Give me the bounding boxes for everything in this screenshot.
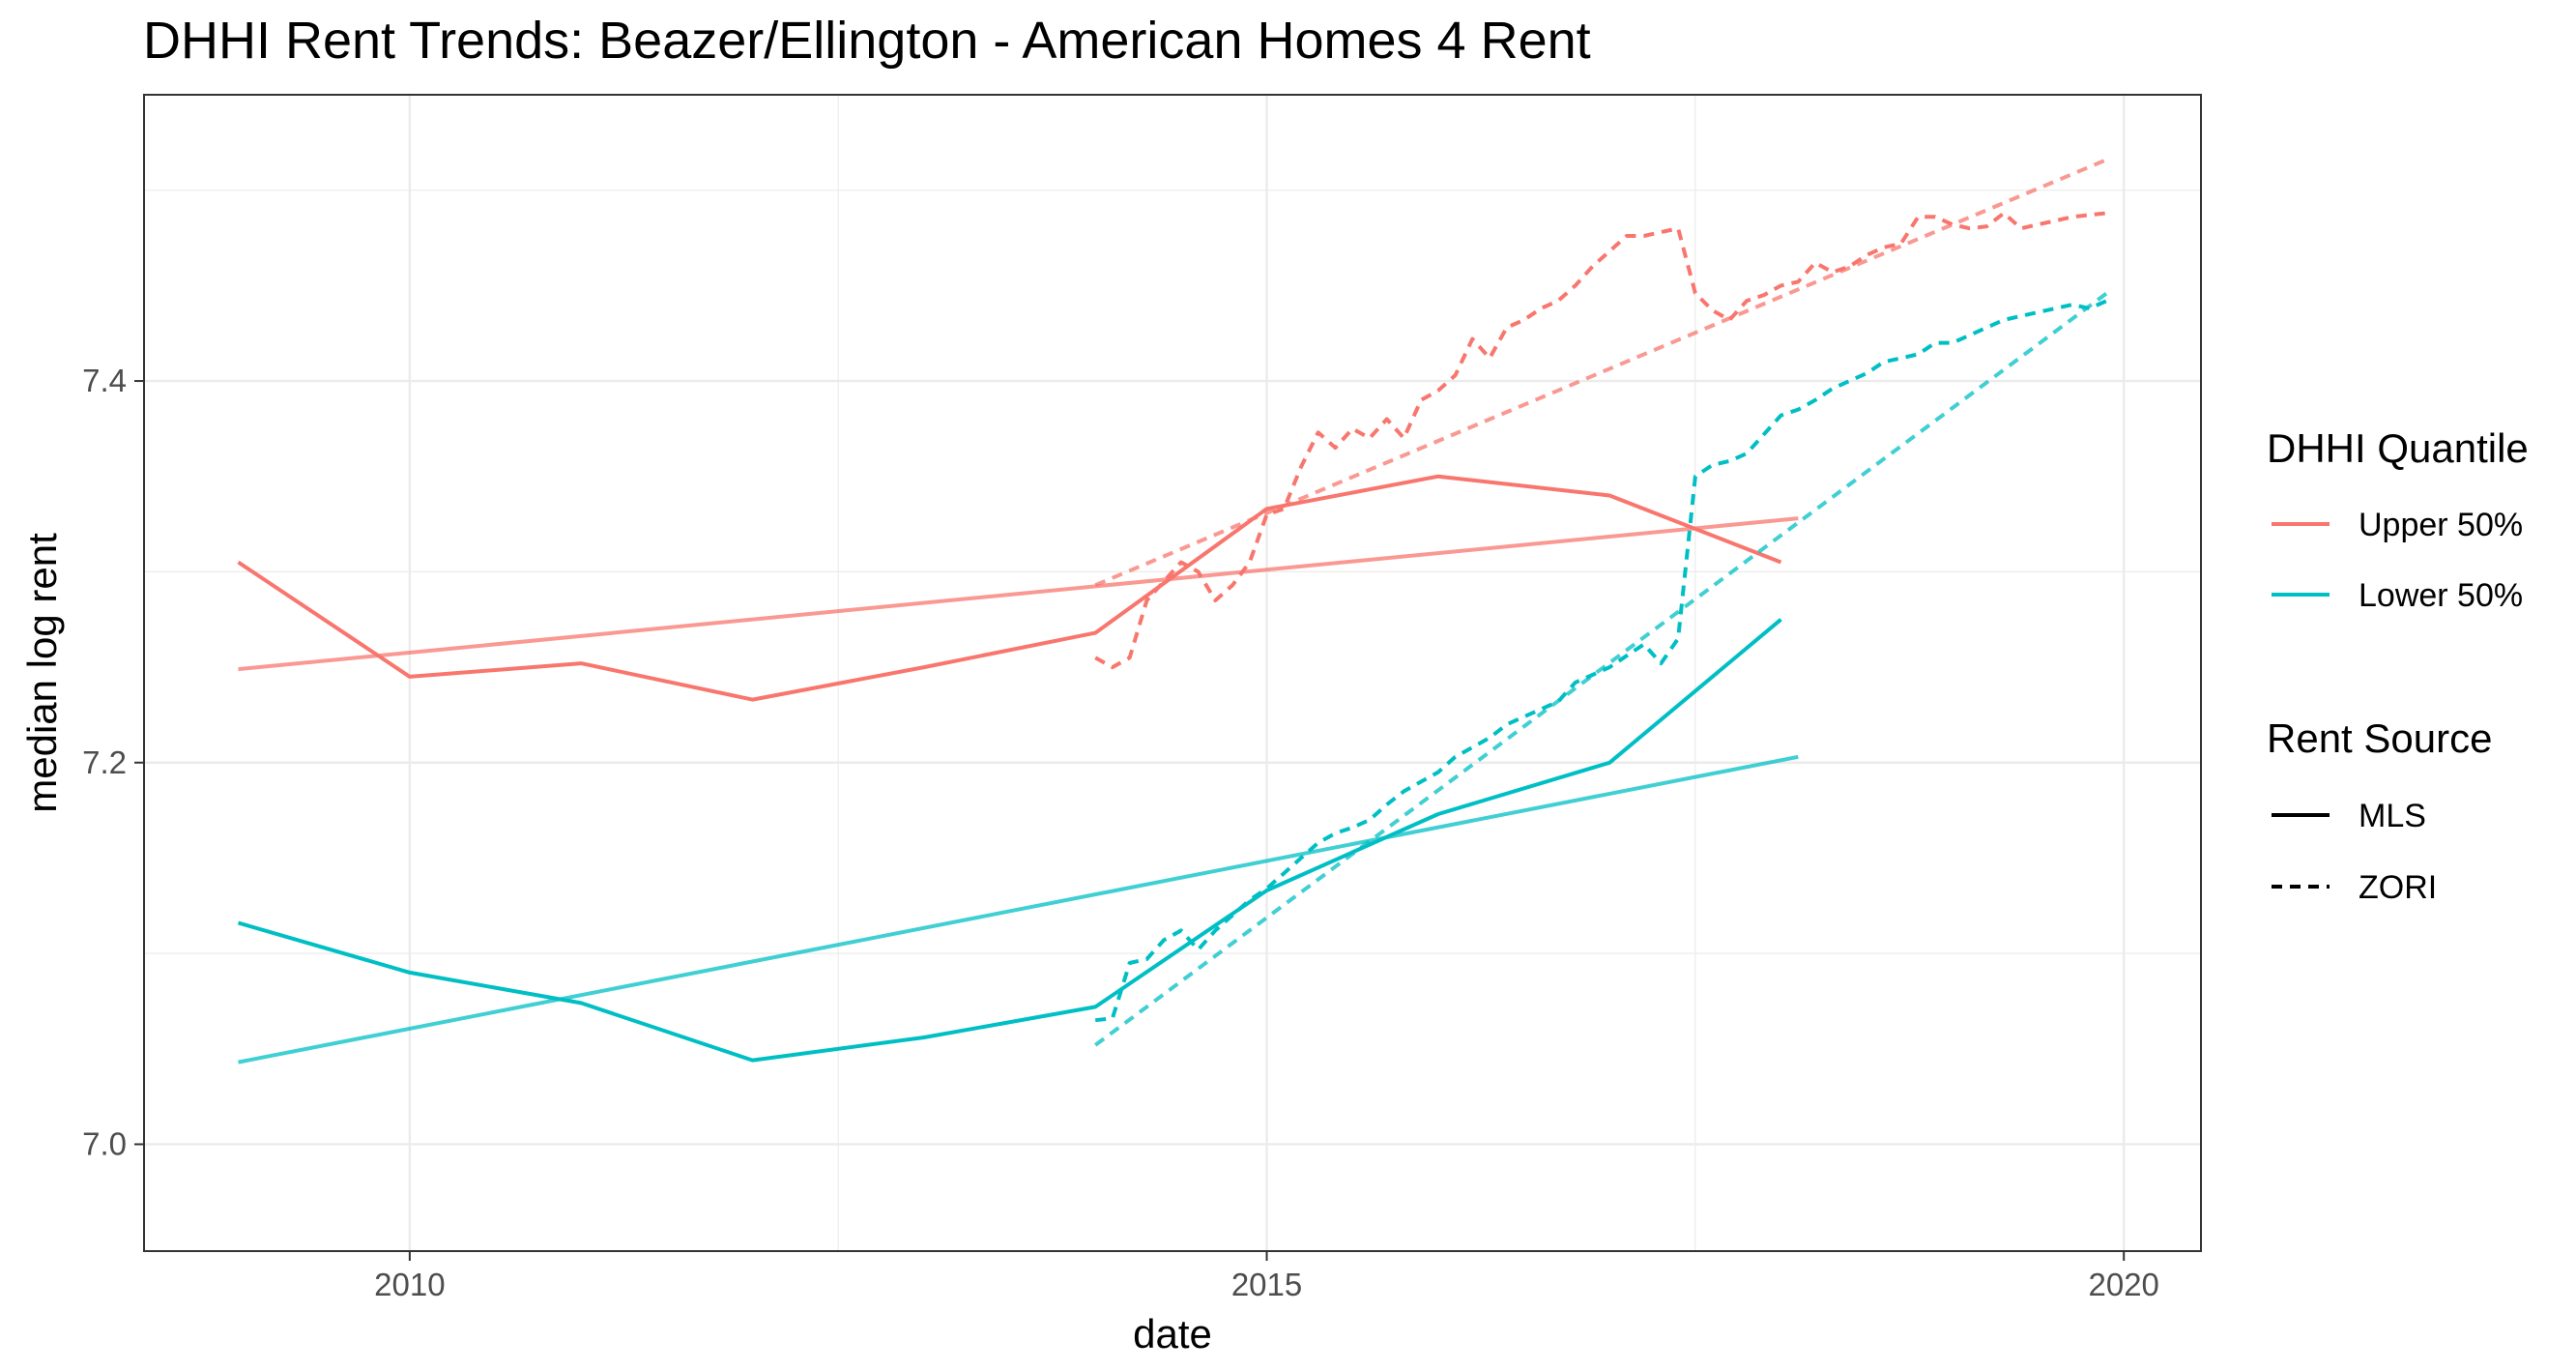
series-line-upper-50-mls-observed: [237, 474, 1782, 702]
legend: DHHI Quantile Upper 50% Lower 50% Rent S…: [2267, 425, 2529, 906]
legend-label-upper-50: Upper 50%: [2359, 507, 2523, 543]
x-tick-label: 2010: [374, 1267, 445, 1302]
series-line-upper-50-mls-trend: [238, 516, 1799, 672]
legend-label-mls: MLS: [2359, 798, 2426, 834]
y-tick-label: 7.0: [82, 1125, 127, 1161]
x-tick-label: 2015: [1231, 1267, 1302, 1302]
y-tick-label: 7.2: [82, 744, 127, 780]
chart-title: DHHI Rent Trends: Beazer/Ellington - Ame…: [143, 12, 1591, 70]
plot-panel: [144, 95, 2201, 1251]
x-tick-label: 2020: [2088, 1267, 2158, 1302]
series-line-lower-50-mls-observed: [237, 618, 1782, 1063]
axes: 2010 2015 2020 7.0 7.2 7.4: [82, 363, 2159, 1302]
y-axis-title: median log rent: [19, 533, 65, 813]
panel-border: [143, 94, 2202, 1252]
legend-linetype-title: Rent Source: [2267, 715, 2492, 761]
series-line-lower-50-mls-trend: [238, 754, 1799, 1065]
x-axis-title: date: [1133, 1311, 1212, 1356]
legend-color-title: DHHI Quantile: [2267, 425, 2529, 471]
series-line-lower-50-zori-trend: [1094, 291, 2108, 1047]
series-group: [237, 158, 2108, 1065]
legend-label-lower-50: Lower 50%: [2359, 577, 2523, 614]
legend-label-zori: ZORI: [2359, 869, 2437, 906]
series-line-upper-50-zori-observed: [1094, 211, 2107, 670]
y-tick-label: 7.4: [82, 363, 127, 398]
